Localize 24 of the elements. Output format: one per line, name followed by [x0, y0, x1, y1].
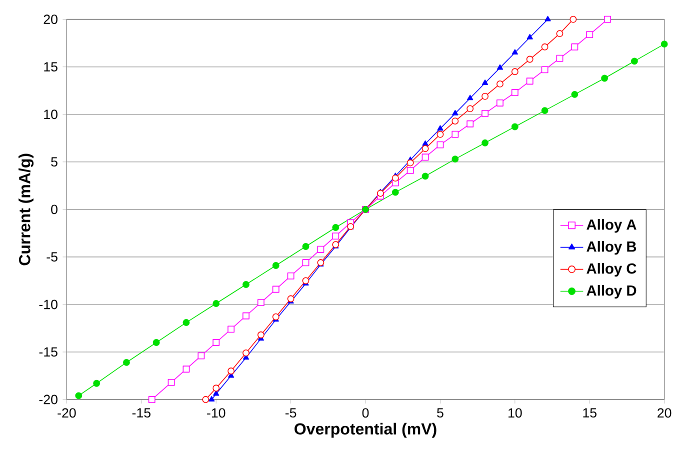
- legend-label: Alloy A: [586, 218, 636, 233]
- y-tick-label: 20: [44, 14, 58, 24]
- x-tick-label: -10: [207, 408, 226, 418]
- legend-label: Alloy C: [586, 262, 636, 277]
- y-tick-label: -10: [39, 300, 58, 310]
- y-tick-label: -20: [39, 394, 58, 404]
- legend-label: Alloy B: [586, 240, 636, 255]
- x-tick-label: -5: [285, 408, 296, 418]
- y-axis-title: Current (mA/g): [18, 154, 34, 266]
- y-tick-label: 15: [44, 62, 58, 72]
- y-tick-label: 5: [51, 157, 58, 166]
- x-tick-label: -15: [132, 408, 150, 418]
- x-tick-label: -20: [58, 408, 76, 418]
- x-tick-label: 10: [508, 408, 522, 418]
- legend-label: Alloy D: [586, 284, 636, 299]
- y-tick-label: 10: [44, 110, 58, 119]
- y-tick-label: 0: [51, 204, 58, 214]
- x-axis-title: Overpotential (mV): [294, 422, 436, 438]
- x-tick-label: 15: [583, 408, 596, 418]
- x-tick-label: 20: [658, 408, 672, 418]
- x-tick-label: 0: [362, 408, 369, 418]
- y-tick-label: -15: [39, 347, 58, 357]
- y-tick-label: -5: [46, 252, 58, 262]
- x-tick-label: 5: [437, 408, 444, 418]
